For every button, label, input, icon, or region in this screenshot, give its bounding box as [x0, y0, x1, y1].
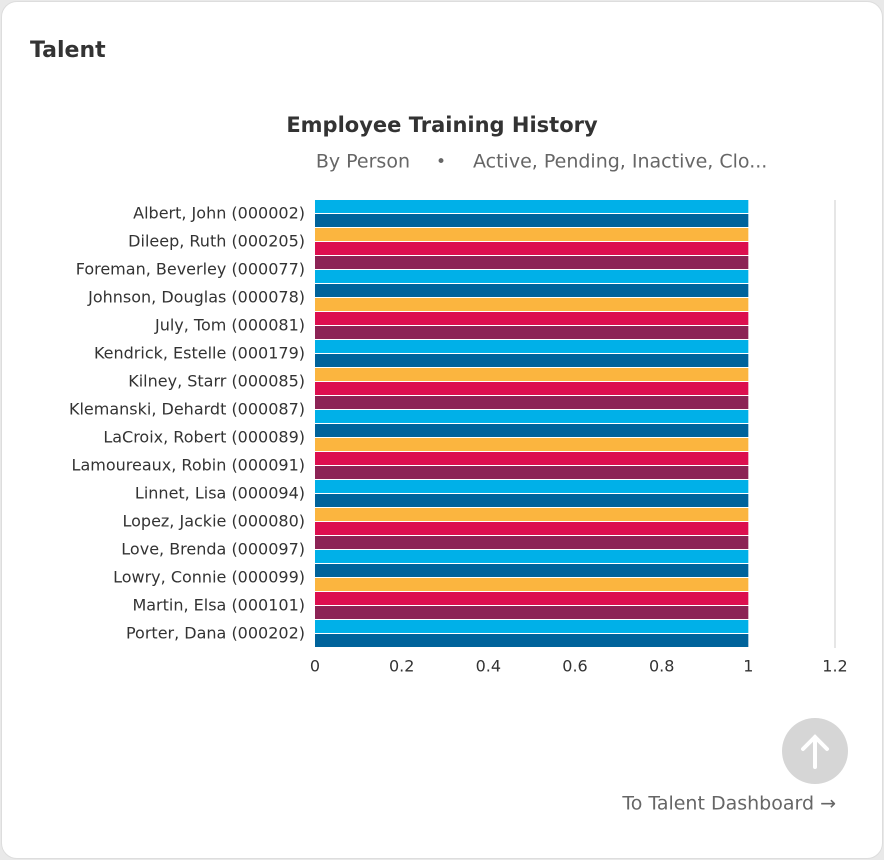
bar — [315, 368, 749, 381]
bar — [315, 592, 749, 605]
scroll-top-button[interactable] — [782, 718, 848, 784]
bar — [315, 228, 749, 241]
x-tick-label: 0.8 — [649, 657, 674, 676]
y-tick-label: July, Tom (000081) — [154, 316, 305, 335]
bar — [315, 284, 749, 297]
bar — [315, 396, 749, 409]
bar — [315, 410, 749, 423]
x-tick-label: 0 — [310, 657, 320, 676]
y-tick-label: Porter, Dana (000202) — [126, 624, 305, 643]
bar — [315, 424, 749, 437]
card-title: Talent — [30, 38, 106, 63]
y-tick-label: Klemanski, Dehardt (000087) — [69, 400, 305, 419]
subtitle: By Person — [316, 151, 410, 173]
y-tick-label: Lowry, Connie (000099) — [113, 568, 305, 587]
dashboard-link[interactable]: To Talent Dashboard → — [621, 793, 836, 815]
subtitle-separator: • — [436, 152, 446, 172]
x-tick-label: 0.4 — [476, 657, 501, 676]
bar — [315, 564, 749, 577]
y-tick-label: Love, Brenda (000097) — [121, 540, 305, 559]
bar — [315, 326, 749, 339]
y-tick-label: Kendrick, Estelle (000179) — [94, 344, 305, 363]
bar — [315, 536, 749, 549]
bar — [315, 452, 749, 465]
bar — [315, 508, 749, 521]
up-arrow-icon[interactable] — [801, 734, 829, 769]
y-tick-label: Albert, John (000002) — [133, 204, 305, 223]
bar — [315, 494, 749, 507]
bar — [315, 200, 749, 213]
bar — [315, 438, 749, 451]
x-tick-label: 1 — [743, 657, 753, 676]
bar — [315, 522, 749, 535]
y-tick-label: LaCroix, Robert (000089) — [103, 428, 305, 447]
bar — [315, 242, 749, 255]
bar — [315, 620, 749, 633]
y-tick-label: Lopez, Jackie (000080) — [122, 512, 305, 531]
chart-title: Employee Training History — [286, 113, 598, 137]
y-tick-label: Lamoureaux, Robin (000091) — [72, 456, 305, 475]
y-tick-label: Linnet, Lisa (000094) — [135, 484, 305, 503]
y-tick-label: Kilney, Starr (000085) — [128, 372, 305, 391]
bar — [315, 550, 749, 563]
y-tick-label: Martin, Elsa (000101) — [132, 596, 305, 615]
bar — [315, 578, 749, 591]
bar — [315, 382, 749, 395]
bar — [315, 214, 749, 227]
bar — [315, 606, 749, 619]
x-tick-label: 1.2 — [822, 657, 847, 676]
x-tick-label: 0.2 — [389, 657, 414, 676]
bar — [315, 312, 749, 325]
bar — [315, 298, 749, 311]
bar — [315, 480, 749, 493]
bar — [315, 256, 749, 269]
bar — [315, 466, 749, 479]
y-tick-label: Foreman, Beverley (000077) — [76, 260, 305, 279]
y-tick-label: Dileep, Ruth (000205) — [128, 232, 305, 251]
x-tick-label: 0.6 — [562, 657, 587, 676]
bar — [315, 340, 749, 353]
subtitle: Active, Pending, Inactive, Clo... — [473, 151, 767, 173]
bar — [315, 634, 749, 647]
y-tick-label: Johnson, Douglas (000078) — [87, 288, 305, 307]
bar — [315, 270, 749, 283]
bar — [315, 354, 749, 367]
